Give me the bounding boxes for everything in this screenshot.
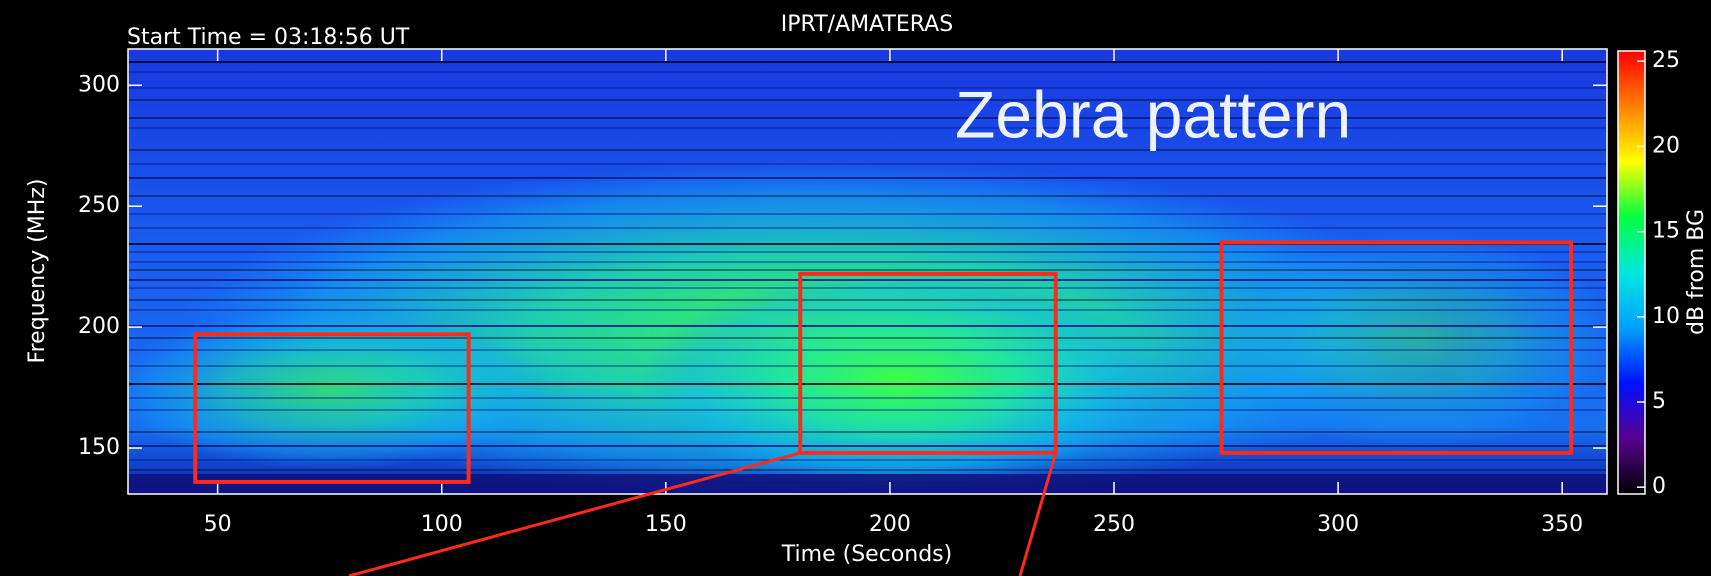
zoom-line [1018,452,1058,576]
colorbar [1617,50,1646,495]
region-box [798,271,1058,455]
region-box [193,332,471,484]
x-tick-label: 50 [204,512,232,537]
rfi-lines [128,61,1607,483]
colorbar-tick-label: 15 [1652,219,1680,244]
y-tick-label: 150 [78,435,120,460]
band [128,474,1607,494]
annotation: Zebra pattern [955,77,1351,151]
x-tick-label: 350 [1541,512,1583,537]
zoom-line [348,451,801,576]
y-tick-label: 300 [78,72,120,97]
y-tick-label: 200 [78,314,120,339]
spectrogram-image [128,49,1607,494]
colorbar-tick-label: 10 [1652,304,1680,329]
x-tick-label: 150 [645,512,687,537]
x-tick-label: 300 [1317,512,1359,537]
x-tick-label: 250 [1093,512,1135,537]
region-box [1219,240,1574,455]
emission [1220,230,1607,450]
y-axis-label: Frequency (MHz) [25,179,50,364]
colorbar-tick-label: 0 [1652,474,1666,499]
x-tick-label: 100 [421,512,463,537]
subtitle: Start Time = 03:18:56 UT [127,25,410,50]
emission [640,270,1160,490]
colorbar-label: dB from BG [1684,209,1709,335]
x-tick-label: 200 [869,512,911,537]
plot-frame [127,48,1608,495]
chart-title: IPRT/AMATERAS [781,12,953,37]
colorbar-tick-label: 20 [1652,133,1680,158]
x-axis-label: Time (Seconds) [781,542,952,567]
y-tick-label: 250 [78,193,120,218]
colorbar-tick-label: 25 [1652,48,1680,73]
colorbar-tick-label: 5 [1652,389,1666,414]
